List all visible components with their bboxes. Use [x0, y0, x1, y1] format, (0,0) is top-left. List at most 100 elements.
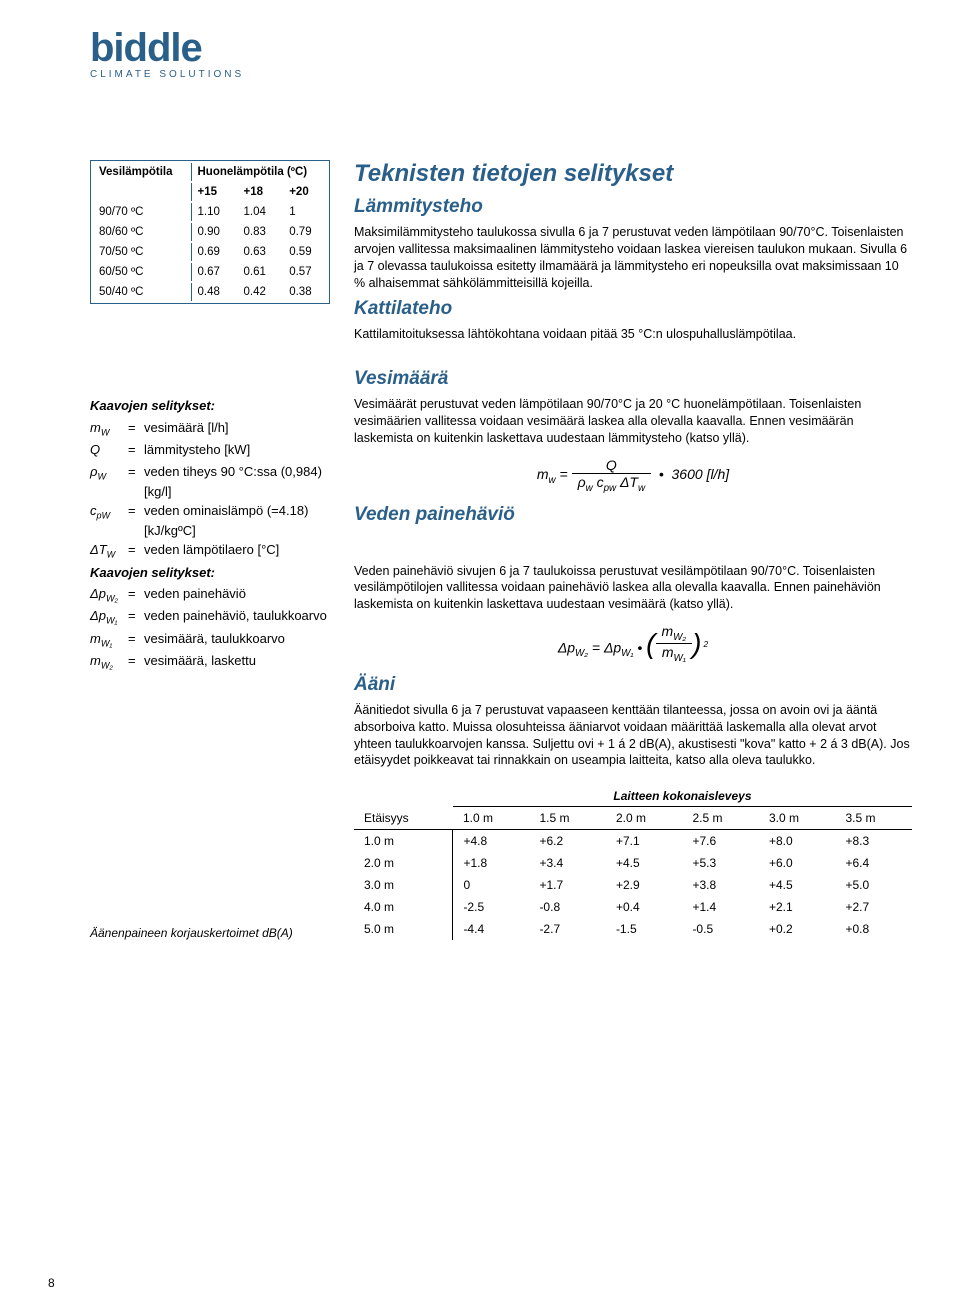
para-sound: Äänitiedot sivulla 6 ja 7 perustuvat vap… [354, 702, 912, 770]
coeff-val: +2.7 [835, 896, 912, 918]
definitions-1: Kaavojen selitykset: mW=vesimäärä [l/h]Q… [90, 396, 330, 562]
ch: 1.5 m [529, 807, 606, 830]
definition-row: mW₁=vesimäärä, taulukkoarvo [90, 629, 330, 651]
coeff-val: -0.5 [682, 918, 759, 940]
coeff-val: -2.7 [529, 918, 606, 940]
coeff-val: +1.7 [529, 874, 606, 896]
definition-row: mW₂=vesimäärä, laskettu [90, 651, 330, 673]
definition-row: ΔpW₂=veden painehäviö [90, 584, 330, 606]
coeff-val: +4.5 [759, 874, 836, 896]
cell: 0.90 [191, 223, 236, 241]
coeff-dist-label: Etäisyys [354, 807, 453, 830]
cell: 0.69 [191, 243, 236, 261]
coeff-val: +2.1 [759, 896, 836, 918]
logo-subtitle: CLIMATE SOLUTIONS [90, 69, 244, 80]
temperature-table: Vesilämpötila Huonelämpötila (ºC) +15 +1… [90, 160, 330, 304]
coeff-val: +4.8 [453, 830, 530, 853]
definition-row: cpW=veden ominaislämpö (=4.18) [kJ/kgºC] [90, 501, 330, 540]
coeff-val: -2.5 [453, 896, 530, 918]
coeff-caption: Laitteen kokonaisleveys [453, 785, 912, 807]
coeff-val: +6.4 [835, 852, 912, 874]
page-title: Teknisten tietojen selitykset [354, 160, 912, 188]
logo-text: biddle [90, 30, 244, 66]
coeff-val: +7.6 [682, 830, 759, 853]
coeff-dist: 4.0 m [354, 896, 453, 918]
col: +20 [283, 183, 327, 201]
ch: 2.5 m [682, 807, 759, 830]
cell: 0.57 [283, 263, 327, 281]
logo: biddle CLIMATE SOLUTIONS [90, 30, 244, 80]
defs2-title: Kaavojen selitykset: [90, 563, 330, 583]
heading-water: Vesimäärä [354, 368, 912, 390]
cell: 0.67 [191, 263, 236, 281]
col: +18 [238, 183, 282, 201]
coeff-val: +5.0 [835, 874, 912, 896]
heading-heat: Lämmitysteho [354, 196, 912, 218]
coeff-val: +7.1 [606, 830, 683, 853]
cell: 1 [283, 203, 327, 221]
coeff-val: +2.9 [606, 874, 683, 896]
ch: 1.0 m [453, 807, 530, 830]
table-row-label: 90/70 ºC [93, 203, 189, 221]
definition-row: ΔTW=veden lämpötilaero [°C] [90, 540, 330, 562]
coeff-dist: 3.0 m [354, 874, 453, 896]
coeff-val: +8.3 [835, 830, 912, 853]
cell: 0.61 [238, 263, 282, 281]
definition-row: ρW=veden tiheys 90 °C:ssa (0,984) [kg/l] [90, 462, 330, 501]
coeff-val: -1.5 [606, 918, 683, 940]
cell: 0.48 [191, 283, 236, 301]
coeff-val: -0.8 [529, 896, 606, 918]
heading-ploss: Veden painehäviö [354, 504, 912, 526]
coeff-val: +0.2 [759, 918, 836, 940]
coeff-val: +6.0 [759, 852, 836, 874]
formula-ploss: ΔpW₂ = ΔpW₁ • (mW₂mW₁)2 [354, 623, 912, 664]
ch: 2.0 m [606, 807, 683, 830]
coeff-dist: 2.0 m [354, 852, 453, 874]
coeff-dist: 1.0 m [354, 830, 453, 853]
definitions-2: Kaavojen selitykset: ΔpW₂=veden painehäv… [90, 563, 330, 673]
cell: 0.42 [238, 283, 282, 301]
definition-row: mW=vesimäärä [l/h] [90, 418, 330, 440]
cell: 0.59 [283, 243, 327, 261]
coeff-val: +4.5 [606, 852, 683, 874]
coefficient-table: Laitteen kokonaisleveys Etäisyys 1.0 m 1… [354, 785, 912, 940]
para-heat: Maksimilämmitysteho taulukossa sivulla 6… [354, 224, 912, 292]
coeff-val: -4.4 [453, 918, 530, 940]
coeff-dist: 5.0 m [354, 918, 453, 940]
para-water: Vesimäärät perustuvat veden lämpötilaan … [354, 396, 912, 447]
coeff-val: +5.3 [682, 852, 759, 874]
coeff-val: +1.4 [682, 896, 759, 918]
para-ploss: Veden painehäviö sivujen 6 ja 7 taulukoi… [354, 563, 912, 614]
definition-row: ΔpW₁=veden painehäviö, taulukkoarvo [90, 606, 330, 628]
cell: 1.04 [238, 203, 282, 221]
coeff-val: +3.4 [529, 852, 606, 874]
table-row-label: 80/60 ºC [93, 223, 189, 241]
coeff-val: +8.0 [759, 830, 836, 853]
cell: 0.83 [238, 223, 282, 241]
cell: 0.79 [283, 223, 327, 241]
table-row-label: 60/50 ºC [93, 263, 189, 281]
ch: 3.0 m [759, 807, 836, 830]
page-number: 8 [48, 1276, 55, 1290]
coeff-val: +0.8 [835, 918, 912, 940]
th-water: Vesilämpötila [93, 163, 189, 181]
table-row-label: 50/40 ºC [93, 283, 189, 301]
col: +15 [191, 183, 236, 201]
coeff-val: +6.2 [529, 830, 606, 853]
para-boiler: Kattilamitoituksessa lähtökohtana voidaa… [354, 326, 912, 343]
defs1-title: Kaavojen selitykset: [90, 396, 330, 416]
table-row-label: 70/50 ºC [93, 243, 189, 261]
heading-boiler: Kattilateho [354, 298, 912, 320]
ch: 3.5 m [835, 807, 912, 830]
coeff-val: +1.8 [453, 852, 530, 874]
cell: 1.10 [191, 203, 236, 221]
coeff-note: Äänenpaineen korjauskertoimet dB(A) [90, 926, 330, 940]
coeff-val: 0 [453, 874, 530, 896]
th-room: Huonelämpötila (ºC) [191, 163, 328, 181]
definition-row: Q=lämmitysteho [kW] [90, 440, 330, 462]
cell: 0.63 [238, 243, 282, 261]
coeff-val: +3.8 [682, 874, 759, 896]
formula-water: mw = Qρw cpw ΔTw • 3600 [l/h] [354, 457, 912, 494]
heading-sound: Ääni [354, 674, 912, 696]
cell: 0.38 [283, 283, 327, 301]
